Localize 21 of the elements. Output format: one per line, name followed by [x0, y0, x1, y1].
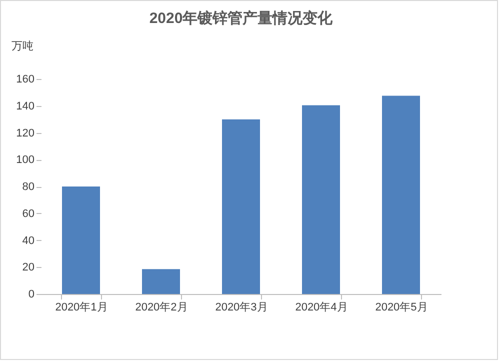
x-tick-label: 2020年3月: [215, 302, 268, 314]
y-tick-label: 40: [22, 234, 34, 247]
x-tick-label: 2020年1月: [55, 302, 108, 314]
y-tick-label: 20: [22, 262, 34, 274]
x-tick-label: 2020年2月: [135, 302, 188, 314]
bar: [62, 186, 100, 294]
y-tick-label: 80: [22, 181, 34, 193]
y-tick-label: 140: [16, 100, 34, 112]
x-tick-label: 2020年4月: [295, 302, 348, 314]
y-tick-label: 100: [16, 154, 34, 166]
y-tick-label: 120: [16, 127, 34, 140]
x-tick-label: 2020年5月: [375, 302, 428, 314]
y-tick-label: 160: [16, 74, 34, 86]
y-axis-title: 万吨: [12, 40, 34, 52]
bar: [222, 119, 260, 294]
chart-title: 2020年镀锌管产量情况变化: [149, 9, 334, 27]
y-tick-label: 0: [28, 288, 34, 300]
bar: [382, 96, 420, 294]
bar: [142, 269, 180, 294]
bar: [302, 105, 340, 294]
y-tick-label: 60: [22, 208, 34, 220]
